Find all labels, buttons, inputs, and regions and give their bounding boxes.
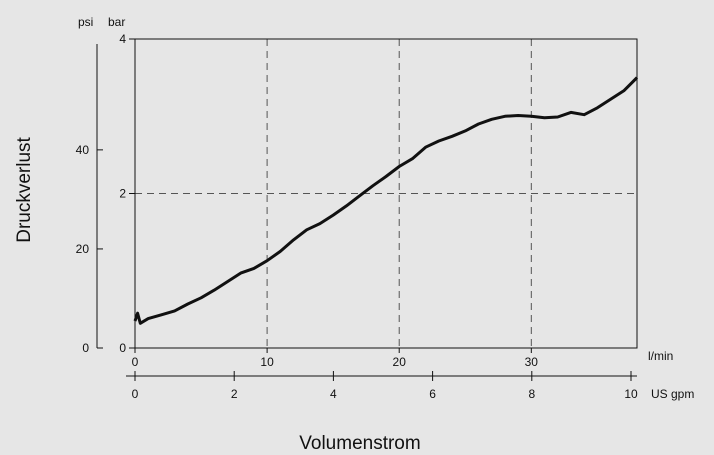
gpm-tick-label: 4 (330, 387, 337, 401)
gpm-tick-label: 0 (132, 387, 139, 401)
y-axis-label: Druckverlust (14, 136, 35, 242)
y-tick-label: 4 (119, 32, 126, 46)
x-tick-label: 10 (260, 355, 274, 369)
x-unit: l/min (648, 349, 673, 363)
gpm-tick-label: 8 (528, 387, 535, 401)
x-tick-label: 0 (132, 355, 139, 369)
axes-layer (96, 44, 637, 377)
gpm-tick-label: 6 (429, 387, 436, 401)
gpm-tick-label: 2 (231, 387, 238, 401)
grid-layer (135, 39, 637, 348)
y-secondary-unit: psi (78, 15, 93, 29)
y-tick-label: 2 (119, 187, 126, 201)
psi-tick-label: 40 (76, 143, 90, 157)
x-secondary-unit: US gpm (651, 387, 694, 401)
y-tick-label: 0 (119, 341, 126, 355)
x-axis-label: Volumenstrom (299, 433, 420, 454)
psi-tick-label: 20 (76, 242, 90, 256)
pressure-loss-curve (133, 76, 639, 325)
x-tick-label: 30 (525, 355, 539, 369)
y-unit: bar (108, 15, 125, 29)
gpm-tick-label: 10 (624, 387, 638, 401)
x-tick-label: 20 (393, 355, 407, 369)
psi-tick-label: 0 (82, 341, 89, 355)
